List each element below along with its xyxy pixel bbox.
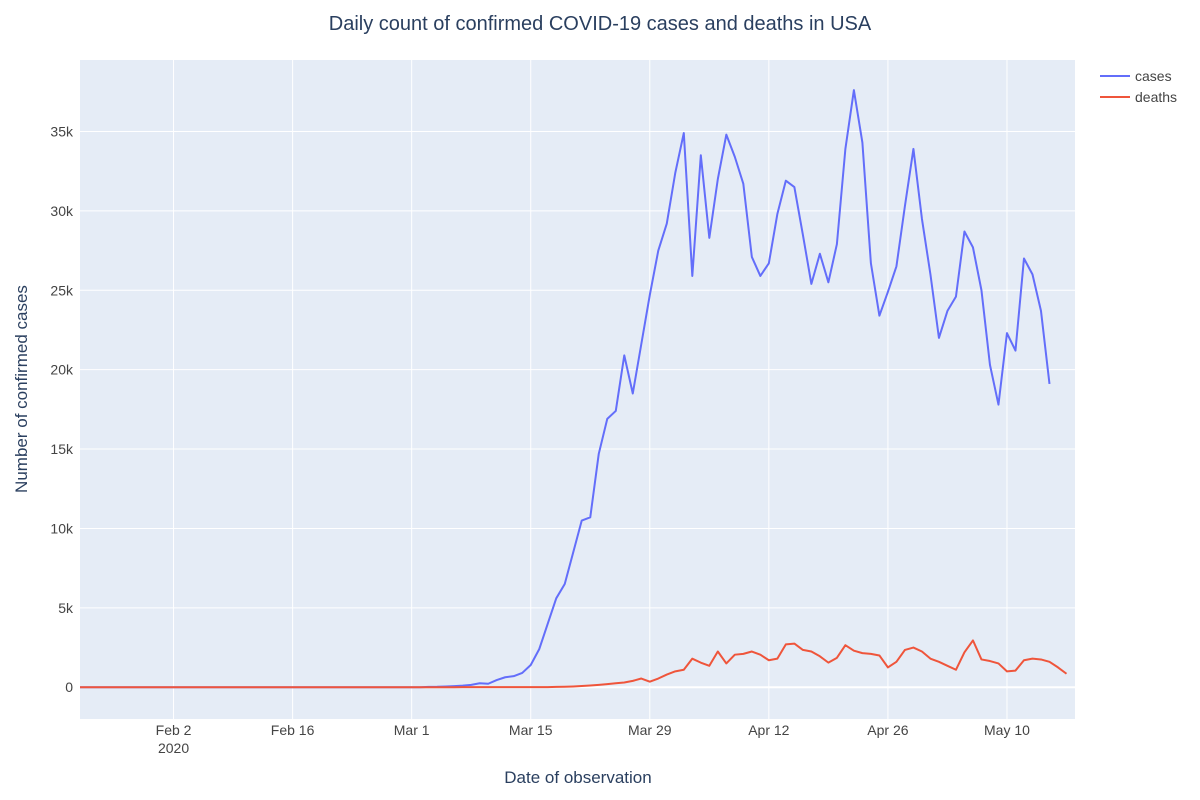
y-tick-label: 25k — [50, 282, 74, 298]
y-axis-ticks: 0 5k 10k 15k 20k 25k 30k 35k — [50, 123, 74, 695]
x-tick-label: Mar 29 — [628, 722, 672, 738]
y-tick-label: 10k — [50, 520, 74, 536]
x-axis-title: Date of observation — [504, 768, 651, 787]
y-tick-label: 35k — [50, 123, 74, 139]
y-tick-label: 5k — [58, 600, 74, 616]
x-tick-label: May 10 — [984, 722, 1030, 738]
series-line-deaths[interactable] — [80, 639, 1068, 689]
chart-title: Daily count of confirmed COVID-19 cases … — [329, 13, 872, 35]
legend-label: deaths — [1135, 89, 1177, 105]
x-tick-label: Mar 15 — [509, 722, 553, 738]
x-axis-ticks: Feb 2 2020 Feb 16 Mar 1 Mar 15 Mar 29 Apr 12 Ap… — [156, 722, 1030, 756]
y-axis-title: Number of confirmed cases — [12, 285, 31, 493]
legend[interactable]: cases deaths — [1100, 68, 1177, 105]
x-tick-label: Apr 12 — [748, 722, 789, 738]
plot-background — [80, 60, 1075, 719]
y-tick-label: 30k — [50, 203, 74, 219]
legend-item-deaths[interactable]: deaths — [1100, 89, 1177, 105]
legend-item-cases[interactable]: cases — [1100, 68, 1172, 84]
x-tick-label: Feb 16 — [271, 722, 315, 738]
x-tick-label: Feb 2 — [156, 722, 192, 738]
y-tick-label: 15k — [50, 441, 74, 457]
x-tick-sublabel: 2020 — [158, 740, 189, 756]
grid-lines — [80, 60, 1075, 719]
x-tick-label: Mar 1 — [394, 722, 430, 738]
series-lines[interactable] — [79, 89, 1068, 689]
legend-label: cases — [1135, 68, 1172, 84]
x-tick-label: Apr 26 — [867, 722, 908, 738]
y-tick-label: 0 — [65, 679, 73, 695]
y-tick-label: 20k — [50, 362, 74, 378]
